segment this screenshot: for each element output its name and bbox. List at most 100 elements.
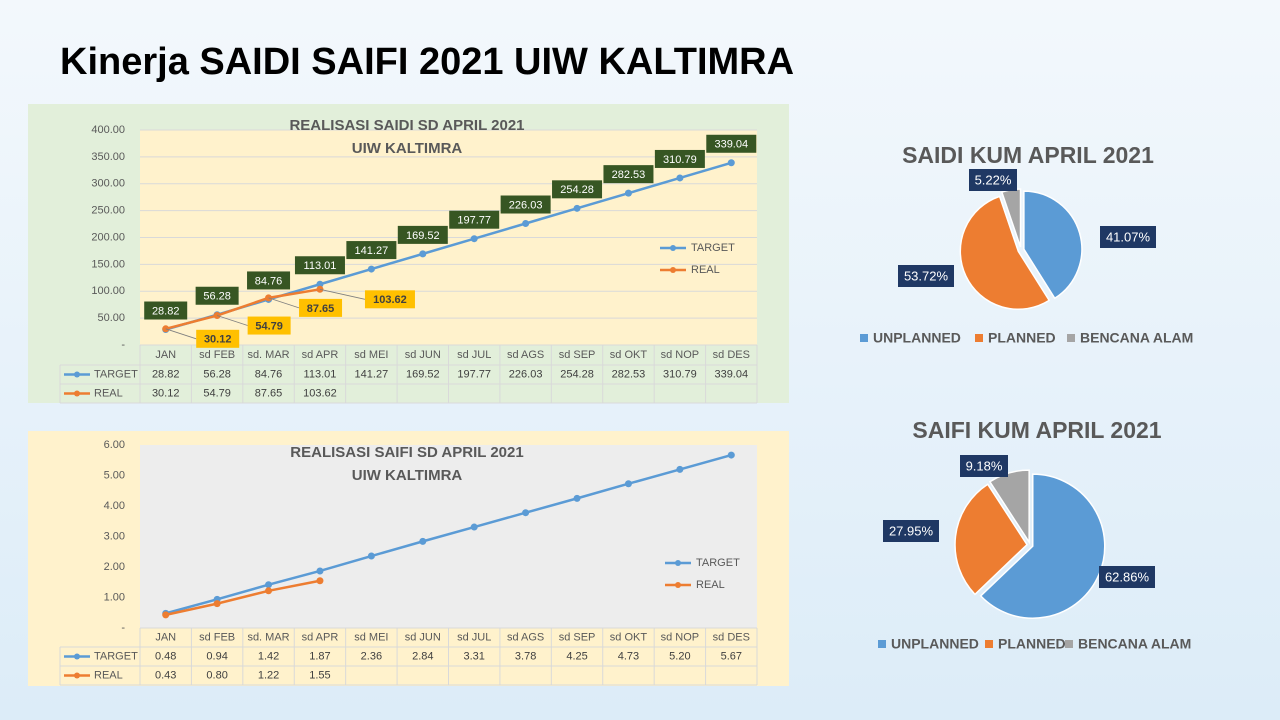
pie-slice: [954, 483, 1028, 596]
x-tick-label: sd JUN: [405, 349, 441, 361]
x-tick-label: sd MEI: [354, 631, 388, 643]
legend-label: BENCANA ALAM: [1080, 330, 1193, 346]
y-tick-label: 2.00: [104, 561, 125, 573]
leader-line: [319, 288, 366, 300]
x-tick-label: JAN: [155, 631, 176, 643]
table-cell: 3.78: [515, 650, 536, 662]
table-cell: 1.87: [309, 650, 330, 662]
data-point: [676, 174, 684, 182]
data-point: [316, 567, 324, 575]
y-tick-label: 4.00: [104, 500, 125, 512]
x-tick-label: sd FEB: [199, 349, 235, 361]
data-label: 87.65: [307, 303, 335, 315]
data-label-box: [144, 301, 188, 320]
table-cell: 226.03: [509, 368, 543, 380]
data-label: 9.18%: [966, 458, 1003, 473]
y-tick-label: 350.00: [91, 151, 125, 163]
data-point: [265, 587, 273, 595]
table-series-name: TARGET: [94, 650, 138, 662]
legend-label: PLANNED: [988, 330, 1056, 346]
data-label-box: [883, 520, 939, 542]
table-series-name: REAL: [94, 669, 123, 681]
data-label: 28.82: [152, 305, 180, 317]
chart-title: SAIFI KUM APRIL 2021: [912, 417, 1161, 443]
y-tick-label: 5.00: [104, 469, 125, 481]
data-point: [367, 265, 375, 273]
data-label: 282.53: [612, 169, 646, 181]
table-cell: 54.79: [203, 387, 231, 399]
data-point: [316, 280, 324, 288]
x-tick-label: sd SEP: [559, 631, 596, 643]
data-label-box: [500, 195, 551, 214]
legend-label: PLANNED: [998, 636, 1066, 652]
data-label-box: [247, 316, 291, 335]
data-point: [522, 220, 530, 228]
data-label-box: [654, 149, 705, 168]
table-cell: 169.52: [406, 368, 440, 380]
pie-slice: [988, 469, 1030, 545]
slide-title: Kinerja SAIDI SAIFI 2021 UIW KALTIMRA: [60, 41, 794, 83]
y-tick-label: 50.00: [97, 312, 125, 324]
data-label: 62.86%: [1105, 569, 1150, 584]
table-cell: 84.76: [255, 368, 283, 380]
y-tick-label: 300.00: [91, 178, 125, 190]
y-tick-label: 250.00: [91, 205, 125, 217]
table-cell: 4.73: [618, 650, 639, 662]
x-tick-label: sd APR: [302, 631, 339, 643]
leader-line: [165, 328, 197, 340]
pie-slice: [959, 195, 1051, 311]
data-point: [419, 250, 427, 258]
legend-key: [860, 334, 868, 342]
x-tick-label: sd NOP: [661, 631, 700, 643]
table-cell: 0.48: [155, 650, 176, 662]
data-label: 339.04: [714, 139, 748, 151]
data-label-box: [960, 455, 1008, 477]
x-tick-label: sd DES: [713, 349, 750, 361]
table-key: [74, 371, 80, 378]
data-point: [676, 465, 684, 473]
data-point: [470, 523, 478, 531]
data-label-box: [247, 271, 291, 290]
y-tick-label: 100.00: [91, 285, 125, 297]
data-label-box: [969, 169, 1017, 191]
y-tick-label: 400.00: [91, 124, 125, 136]
data-label: 56.28: [203, 291, 231, 303]
table-cell: 339.04: [714, 368, 748, 380]
series-line: [165, 288, 321, 331]
data-label: 41.07%: [1106, 229, 1151, 244]
x-tick-label: sd JUL: [457, 349, 491, 361]
table-cell: 28.82: [152, 368, 180, 380]
legend-key: [670, 267, 676, 273]
series-line: [165, 453, 732, 615]
data-point: [265, 581, 273, 589]
data-label: 53.72%: [904, 268, 949, 283]
table-cell: 1.42: [258, 650, 279, 662]
data-label: 141.27: [355, 245, 389, 257]
data-label-box: [1100, 226, 1156, 248]
legend-label: UNPLANNED: [873, 330, 961, 346]
legend-label: BENCANA ALAM: [1078, 636, 1191, 652]
y-tick-label: 200.00: [91, 231, 125, 243]
table-cell: 254.28: [560, 368, 594, 380]
data-point: [213, 600, 221, 608]
pie-slice: [979, 473, 1106, 619]
legend-key: [675, 560, 681, 566]
table-key: [74, 390, 80, 397]
table-cell: 3.31: [463, 650, 484, 662]
x-tick-label: sd JUN: [405, 631, 441, 643]
data-label-box: [364, 290, 415, 309]
x-tick-label: sd FEB: [199, 631, 235, 643]
x-tick-label: JAN: [155, 349, 176, 361]
table-cell: 2.84: [412, 650, 433, 662]
table-cell: 282.53: [612, 368, 646, 380]
x-tick-label: sd SEP: [559, 349, 596, 361]
data-point: [470, 235, 478, 243]
x-tick-label: sd OKT: [610, 349, 648, 361]
data-point: [573, 204, 581, 212]
x-tick-label: sd OKT: [610, 631, 648, 643]
data-label: 84.76: [255, 275, 283, 287]
x-tick-label: sd NOP: [661, 349, 700, 361]
data-point: [162, 611, 170, 619]
data-point: [624, 189, 632, 197]
data-label: 30.12: [204, 334, 232, 346]
